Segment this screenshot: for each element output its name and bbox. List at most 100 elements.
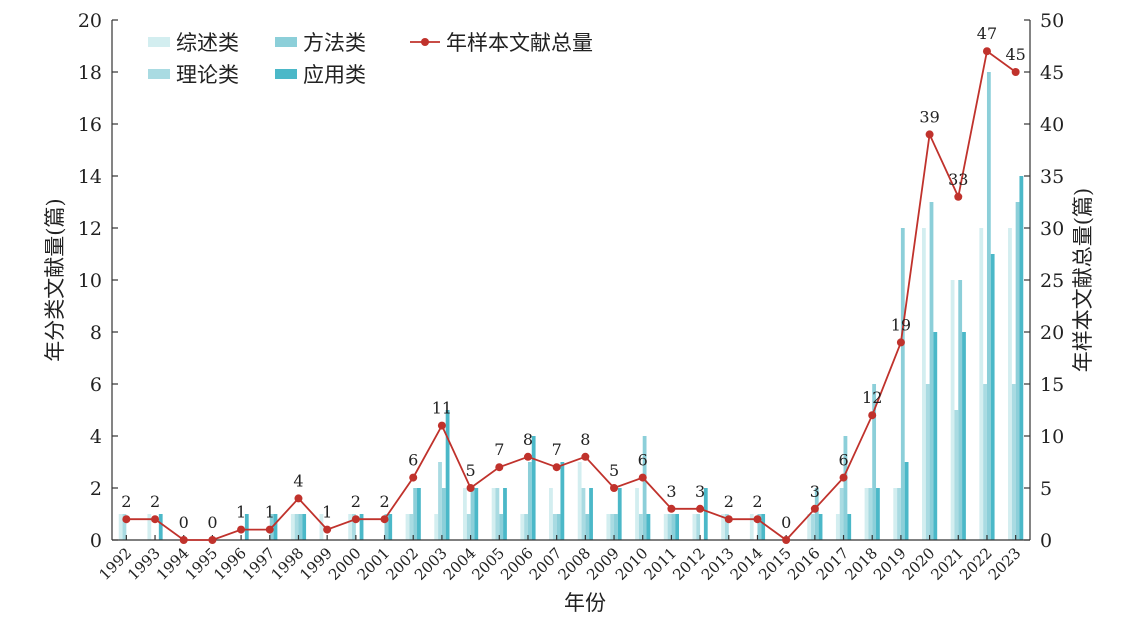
total-data-label: 8 [523, 430, 533, 449]
right-axis-title: 年样本文献总量(篇) [1071, 188, 1095, 372]
bar-2020-s1 [925, 384, 930, 540]
total-data-label: 5 [466, 461, 476, 480]
total-data-label: 2 [351, 492, 361, 511]
legend-swatch-1 [275, 37, 297, 47]
total-data-label: 39 [919, 107, 939, 126]
bar-1992-s1 [122, 514, 127, 540]
bar-2006-s3 [531, 436, 536, 540]
total-point-2003 [437, 421, 446, 430]
left-tick-label: 20 [78, 10, 102, 32]
bar-2013-s0 [721, 514, 725, 540]
total-data-label: 2 [150, 492, 160, 511]
right-tick-label: 10 [1040, 426, 1064, 448]
left-tick-label: 4 [90, 426, 102, 448]
bar-2000-s0 [348, 514, 353, 540]
left-tick-label: 10 [78, 270, 102, 292]
legend-swatch-3 [275, 69, 297, 79]
total-data-label: 7 [552, 440, 562, 459]
total-data-label: 6 [408, 451, 418, 470]
bar-2000-s1 [352, 514, 356, 540]
right-tick-label: 15 [1040, 374, 1064, 396]
total-data-label: 47 [977, 24, 997, 43]
bar-1997-s3 [273, 514, 278, 540]
left-tick-label: 18 [78, 62, 102, 84]
total-point-1997 [265, 525, 274, 534]
bar-2006-s1 [524, 514, 528, 540]
x-tick-label: 2023 [985, 544, 1025, 584]
bar-2008-s1 [581, 488, 586, 540]
x-tick-label: 2009 [583, 544, 623, 584]
bar-2003-s0 [434, 514, 439, 540]
bar-2019-s3 [904, 462, 909, 540]
legend-label-3: 应用类 [303, 63, 366, 87]
total-data-label: 11 [432, 399, 452, 418]
x-tick-label: 2012 [669, 544, 709, 584]
bar-2020-s0 [921, 228, 926, 540]
x-tick-label: 1997 [239, 544, 279, 584]
bar-2019-s0 [893, 488, 898, 540]
total-data-label: 45 [1005, 45, 1025, 64]
bar-2009-s3 [617, 488, 622, 540]
bar-2001-s3 [388, 514, 393, 540]
bar-2007-s3 [560, 462, 565, 540]
x-tick-label: 2021 [927, 544, 967, 584]
left-axis-title: 年分类文献量(篇) [43, 198, 67, 361]
bar-2014-s3 [761, 514, 766, 540]
bar-1992-s0 [118, 514, 123, 540]
bar-2021-s2 [958, 280, 963, 540]
total-point-1992 [122, 515, 131, 524]
bar-2016-s2 [814, 488, 819, 540]
legend-swatch-0 [148, 37, 170, 47]
bar-2004-s1 [466, 514, 471, 540]
x-tick-label: 2015 [755, 544, 795, 584]
total-point-2020 [925, 130, 934, 139]
x-tick-label: 2000 [325, 544, 365, 584]
left-tick-label: 0 [90, 530, 102, 552]
bar-2007-s1 [552, 514, 557, 540]
total-point-2004 [466, 484, 475, 492]
right-tick-label: 5 [1040, 478, 1052, 500]
total-point-2015 [782, 536, 791, 544]
x-tick-label: 2011 [641, 544, 681, 584]
bar-2022-s0 [979, 228, 984, 540]
x-tick-label: 2005 [468, 544, 508, 584]
bar-2017-s2 [843, 436, 848, 540]
total-data-label: 6 [638, 451, 648, 470]
total-point-2014 [753, 515, 762, 524]
total-point-2010 [638, 473, 647, 482]
x-tick-label: 1998 [268, 544, 308, 584]
x-tick-label: 2014 [727, 544, 767, 584]
bar-2023-s3 [1019, 176, 1024, 540]
total-point-2023 [1011, 68, 1020, 76]
total-data-label: 19 [891, 315, 911, 334]
total-data-label: 4 [293, 471, 303, 490]
legend-label-0: 综述类 [176, 31, 239, 55]
bar-2012-s1 [696, 514, 701, 540]
right-tick-label: 0 [1040, 530, 1052, 552]
bar-2007-s0 [549, 488, 553, 540]
x-tick-label: 1999 [296, 544, 336, 584]
bar-2021-s0 [950, 280, 955, 540]
bar-1999-s0 [319, 514, 324, 540]
total-point-2009 [610, 484, 619, 492]
x-tick-label: 2022 [956, 544, 996, 584]
total-data-label: 5 [609, 461, 619, 480]
x-tick-label: 1995 [182, 544, 222, 584]
total-data-label: 0 [781, 513, 791, 532]
x-tick-label: 2001 [354, 544, 394, 584]
total-point-1998 [294, 494, 303, 503]
total-point-2001 [380, 515, 389, 524]
total-point-1996 [237, 525, 246, 534]
left-tick-label: 14 [78, 166, 102, 188]
legend-swatch-2 [148, 69, 170, 79]
bar-2006-s0 [520, 514, 525, 540]
bar-2018-s0 [864, 488, 869, 540]
total-data-label: 3 [695, 482, 705, 501]
bar-2018-s2 [872, 384, 877, 540]
left-tick-label: 12 [78, 218, 102, 240]
total-data-label: 7 [494, 440, 504, 459]
bar-2010-s2 [642, 436, 647, 540]
bar-2016-s0 [807, 514, 812, 540]
bar-2017-s0 [835, 514, 840, 540]
